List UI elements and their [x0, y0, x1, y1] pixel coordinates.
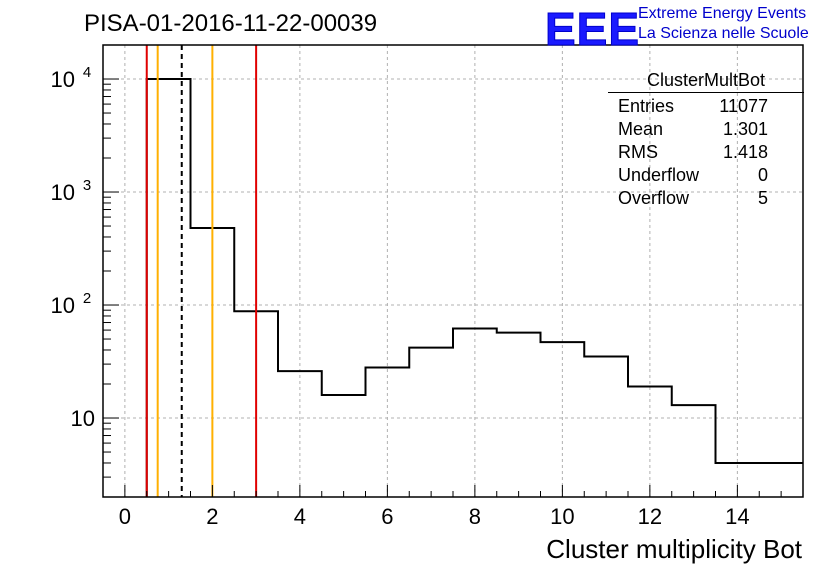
chart-title: PISA-01-2016-11-22-00039	[84, 10, 378, 37]
x-tick-label: 8	[469, 504, 481, 529]
stats-label: Underflow	[618, 165, 700, 185]
histogram-line	[145, 78, 803, 497]
y-tick-exponent: 3	[83, 177, 91, 194]
stats-header: ClusterMultBot	[608, 70, 804, 93]
x-tick-label: 6	[381, 504, 393, 529]
y-tick-label: 10	[71, 406, 95, 431]
stats-label: Overflow	[618, 188, 690, 208]
y-tick-label: 10	[51, 293, 75, 318]
histogram-bin	[322, 395, 366, 497]
stats-row-mean: Mean 1.301	[608, 118, 804, 141]
eee-logo: EEE	[544, 3, 641, 56]
stats-row-entries: Entries 11077	[608, 95, 804, 118]
histogram-bin	[409, 348, 453, 497]
stats-label: Entries	[618, 96, 675, 116]
histogram-bin	[584, 357, 628, 497]
logo-subtitle-2: La Scienza nelle Scuole	[638, 25, 809, 42]
stats-row-overflow: Overflow 5	[608, 187, 804, 210]
y-tick-exponent: 2	[83, 290, 91, 307]
x-tick-label: 14	[725, 504, 749, 529]
stats-value: 5	[757, 188, 768, 208]
histogram-bin	[147, 79, 191, 497]
y-tick-label: 10	[51, 67, 75, 92]
stats-value: 1.418	[722, 142, 768, 162]
x-tick-label: 2	[206, 504, 218, 529]
x-axis-label: Cluster multiplicity Bot	[546, 534, 802, 564]
stats-row-rms: RMS 1.418	[608, 141, 804, 164]
x-tick-label: 12	[638, 504, 662, 529]
stats-value: 11077	[719, 96, 768, 116]
histogram-bin	[672, 405, 716, 497]
histogram-bin	[497, 333, 541, 497]
stats-box: ClusterMultBot Entries 11077 Mean 1.301 …	[608, 70, 804, 210]
y-tick-exponent: 4	[83, 64, 91, 81]
y-tick-label: 10	[51, 180, 75, 205]
stats-label: Mean	[618, 119, 664, 139]
stats-value: 0	[757, 165, 768, 185]
stats-row-underflow: Underflow 0	[608, 164, 804, 187]
stats-value: 1.301	[722, 119, 768, 139]
stats-label: RMS	[618, 142, 658, 162]
x-tick-label: 0	[119, 504, 131, 529]
x-tick-label: 4	[294, 504, 306, 529]
logo-subtitle-1: Extreme Energy Events	[638, 5, 807, 22]
x-tick-label: 10	[550, 504, 574, 529]
